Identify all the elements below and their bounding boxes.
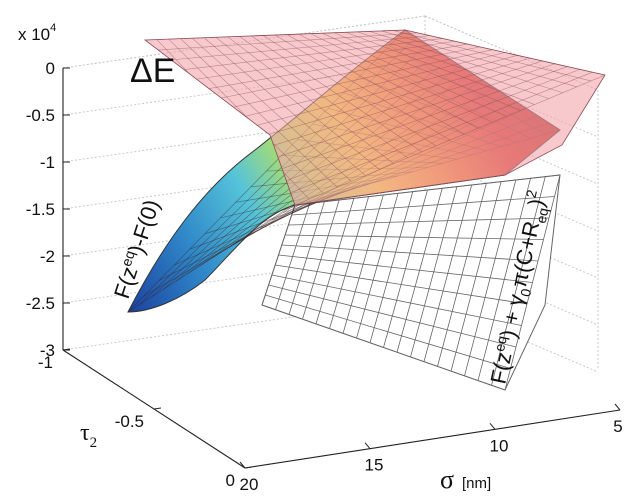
z-tick-label-6: -3: [40, 341, 55, 360]
z-multiplier-exp: 4: [50, 22, 56, 34]
sigma-tick-label-2: 15: [365, 456, 384, 475]
f-total-sub0: 0: [517, 287, 534, 298]
z-axis-multiplier: x 104: [18, 22, 56, 44]
tau-subscript: 2: [90, 435, 98, 451]
tau-tick-label-0: -1: [38, 353, 53, 372]
z-tick-label-0: 0: [46, 59, 55, 78]
tau-tick-2: [244, 466, 253, 469]
z-gridline-back-5: [424, 250, 599, 326]
f-total-subeq: eq: [533, 206, 552, 225]
z-gridline-back-6: [424, 297, 599, 373]
sigma-tick-0: [614, 403, 621, 411]
sigma-symbol: σ: [440, 465, 454, 494]
z-gridline-back-4: [424, 203, 599, 279]
z-gridline-back-3: [424, 156, 599, 232]
sigma-tick-label-3: 20: [240, 475, 259, 494]
f-diff-sup: eq: [118, 248, 138, 268]
tau-axis-ticks: [62, 348, 253, 469]
sigma-unit: [nm]: [462, 475, 491, 492]
tau-axis-label: τ2: [80, 420, 97, 451]
f-diff-post: )-F(0): [124, 196, 165, 256]
sigma-tick-2: [364, 442, 371, 449]
z-tick-label-4: -2: [40, 247, 55, 266]
z-multiplier-base: x 10: [18, 25, 50, 44]
sigma-axis-label: σ [nm]: [440, 465, 491, 494]
surface-f-total: [261, 174, 561, 391]
sigma-tick-1: [489, 423, 496, 430]
tau-axis-tick-labels: -1 -0.5 0: [38, 353, 235, 490]
z-axis-tick-labels: 0 -0.5 -1 -1.5 -2 -2.5 -3: [26, 59, 55, 360]
tau-tick-label-1: -0.5: [115, 412, 144, 431]
tau-tick-0: [62, 348, 71, 351]
f-total-sup: eq: [491, 334, 510, 353]
z-tick-label-2: -1: [40, 153, 55, 172]
z-tick-label-5: -2.5: [26, 294, 55, 313]
z-gridline-back-2: [424, 109, 599, 185]
tau-symbol: τ: [80, 420, 90, 446]
sigma-tick-label-1: 10: [490, 436, 509, 455]
sigma-tick-3: [239, 461, 246, 469]
tau-tick-1: [153, 407, 162, 410]
surface-delta-e: [143, 29, 606, 206]
sigma-tick-label-0: 5: [613, 417, 622, 436]
f-total-sq: 2: [523, 188, 540, 199]
z-tick-label-3: -1.5: [26, 200, 55, 219]
sigma-axis-tick-labels: 5 10 15 20: [240, 417, 623, 494]
z-axis-ticks: [63, 67, 70, 351]
sigma-axis-ticks: [239, 403, 621, 469]
tau-tick-label-2: 0: [226, 471, 235, 490]
z-gridline-0: [62, 15, 426, 69]
z-tick-label-1: -0.5: [26, 106, 55, 125]
f-total-pre: F(z: [485, 350, 516, 386]
label-delta-e: ΔE: [130, 52, 175, 90]
